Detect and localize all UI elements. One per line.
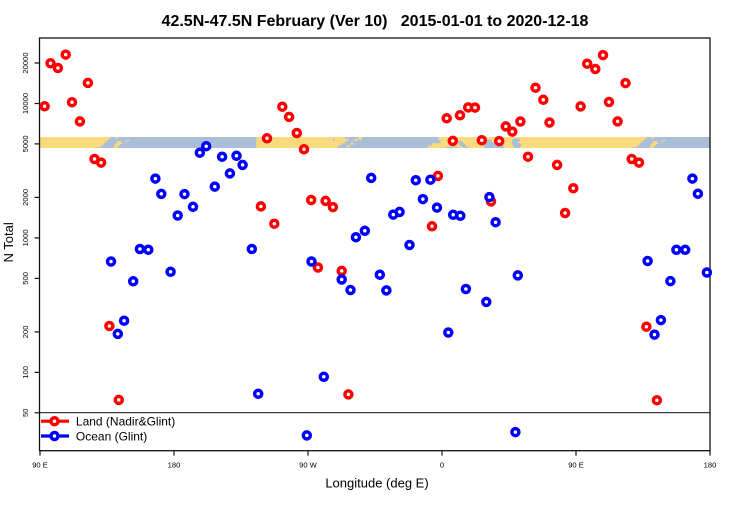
svg-text:5000: 5000: [21, 135, 30, 152]
svg-text:100: 100: [21, 366, 30, 379]
svg-text:50: 50: [21, 409, 30, 417]
svg-text:200: 200: [21, 326, 30, 339]
svg-text:2000: 2000: [21, 189, 30, 206]
svg-text:Ocean (Glint): Ocean (Glint): [76, 429, 147, 443]
svg-text:Land (Nadir&Glint): Land (Nadir&Glint): [76, 415, 175, 429]
svg-text:42.5N-47.5N February (Ver 10): 42.5N-47.5N February (Ver 10) 2015-01-01…: [162, 13, 589, 30]
svg-text:N Total: N Total: [1, 222, 16, 262]
svg-text:20000: 20000: [21, 52, 30, 73]
svg-text:90 E: 90 E: [32, 461, 48, 470]
svg-text:1000: 1000: [21, 229, 30, 246]
svg-text:180: 180: [168, 461, 181, 470]
svg-text:10000: 10000: [21, 93, 30, 114]
svg-text:Longitude (deg E): Longitude (deg E): [325, 476, 428, 491]
svg-text:90 W: 90 W: [299, 461, 318, 470]
svg-text:0: 0: [440, 461, 444, 470]
svg-text:90 E: 90 E: [568, 461, 584, 470]
svg-text:500: 500: [21, 272, 30, 285]
svg-text:180: 180: [704, 461, 717, 470]
